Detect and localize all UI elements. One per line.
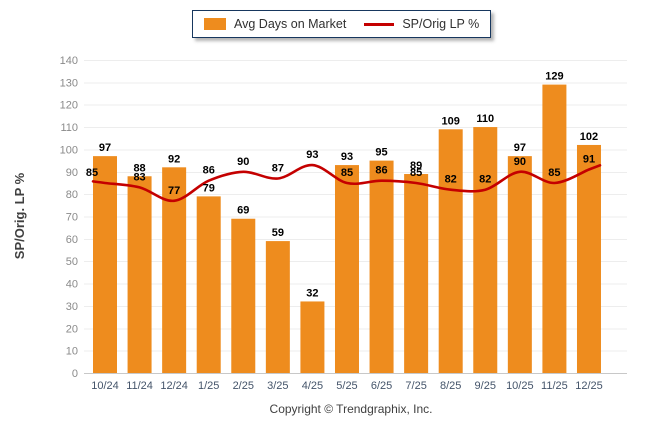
line-value-label: 83: [133, 171, 145, 183]
x-tick-label: 12/24: [160, 380, 188, 392]
bar-10/24: [93, 156, 117, 373]
x-tick-label: 11/25: [541, 380, 568, 392]
legend: Avg Days on Market SP/Orig LP %: [192, 10, 492, 38]
x-tick-label: 4/25: [302, 380, 323, 392]
x-tick-label: 1/25: [198, 380, 219, 392]
bar-value-label: 93: [341, 151, 353, 163]
y-tick-label: 90: [66, 167, 78, 179]
bar-11/24: [127, 176, 152, 373]
x-tick-label: 10/25: [506, 380, 534, 392]
bar-series-swatch-icon: [204, 18, 226, 30]
bar-value-label: 88: [133, 162, 145, 174]
line-value-label: 85: [341, 167, 353, 179]
bar-value-label: 79: [203, 182, 215, 194]
bar-value-label: 95: [375, 147, 387, 159]
line-value-label: 85: [548, 167, 560, 179]
bar-value-label: 110: [476, 113, 494, 125]
x-tick-label: 12/25: [575, 380, 603, 392]
y-tick-label: 140: [60, 55, 78, 67]
y-tick-label: 100: [60, 144, 78, 156]
y-tick-label: 80: [66, 189, 78, 201]
y-tick-label: 60: [66, 234, 78, 246]
bar-value-label: 102: [580, 131, 598, 143]
y-tick-label: 70: [66, 212, 78, 224]
line-value-label: 77: [168, 185, 180, 197]
y-tick-label: 40: [66, 279, 78, 291]
y-tick-label: 120: [60, 100, 78, 112]
line-series-swatch-icon: [364, 22, 395, 26]
bar-3/25: [265, 241, 290, 373]
bar-12/25: [576, 144, 601, 373]
bar-4/25: [300, 301, 325, 373]
bar-value-label: 32: [306, 287, 318, 299]
y-tick-label: 30: [66, 301, 78, 313]
y-tick-label: 50: [66, 256, 78, 268]
line-value-label: 90: [514, 156, 526, 168]
y-tick-label: 20: [66, 323, 78, 335]
bar-series-label: Avg Days on Market: [234, 17, 347, 31]
bar-10/25: [507, 156, 532, 373]
line-value-label: 86: [375, 165, 387, 177]
line-value-label: 91: [583, 154, 595, 166]
bar-8/25: [438, 129, 463, 373]
bar-value-label: 92: [168, 153, 180, 165]
bar-value-label: 59: [272, 227, 284, 239]
bar-9/25: [473, 127, 498, 373]
copyright-text: Copyright © Trendgraphix, Inc.: [269, 402, 433, 416]
bar-11/25: [542, 84, 567, 373]
line-value-label: 90: [237, 156, 249, 168]
x-tick-label: 2/25: [233, 380, 254, 392]
line-value-label: 85: [410, 167, 422, 179]
x-tick-label: 6/25: [371, 380, 392, 392]
y-tick-label: 10: [66, 346, 78, 358]
bar-1/25: [196, 196, 221, 373]
bar-6/25: [369, 160, 394, 373]
y-tick-label: 110: [60, 122, 78, 134]
y-axis-title: SP/Orig. LP %: [12, 172, 27, 259]
y-tick-label: 130: [60, 77, 78, 89]
bar-2/25: [231, 218, 256, 373]
x-tick-label: 7/25: [405, 380, 426, 392]
y-tick-label: 0: [72, 368, 78, 380]
bar-5/25: [334, 165, 359, 373]
x-tick-label: 5/25: [336, 380, 357, 392]
bar-7/25: [404, 174, 429, 373]
bar-value-label: 109: [442, 115, 460, 127]
bar-value-label: 129: [545, 71, 563, 83]
bar-value-label: 97: [99, 142, 111, 154]
line-value-label: 86: [203, 165, 215, 177]
sp-orig-lp-line: [91, 163, 602, 203]
bar-value-label: 69: [237, 205, 249, 217]
line-value-label: 82: [445, 174, 457, 186]
x-tick-label: 10/24: [91, 380, 119, 392]
x-tick-label: 3/25: [267, 380, 288, 392]
line-series-label: SP/Orig LP %: [402, 17, 480, 31]
bar-value-label: 97: [514, 142, 526, 154]
x-tick-label: 9/25: [475, 380, 496, 392]
line-value-label: 93: [306, 149, 318, 161]
x-tick-label: 11/24: [126, 380, 153, 392]
line-value-label: 82: [479, 174, 491, 186]
line-value-label: 85: [86, 167, 98, 179]
line-value-label: 87: [272, 162, 284, 174]
x-tick-label: 8/25: [440, 380, 461, 392]
bar-value-label: 89: [410, 160, 422, 172]
